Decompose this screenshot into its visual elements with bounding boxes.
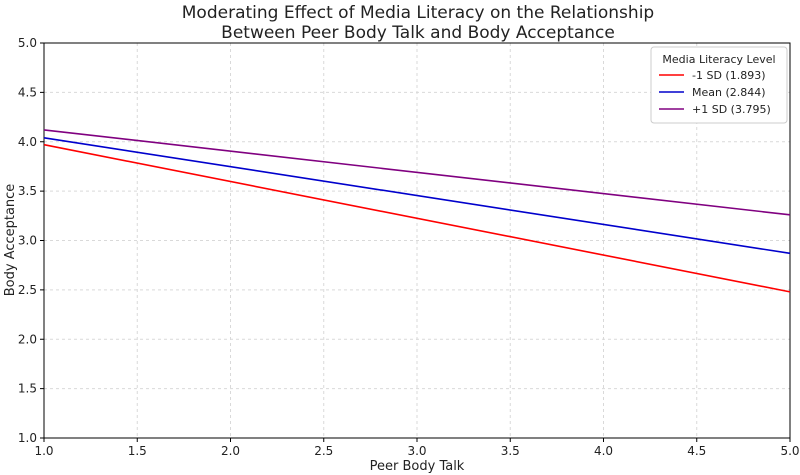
y-tick-label: 3.5 xyxy=(18,184,37,198)
chart-title: Moderating Effect of Media Literacy on t… xyxy=(182,3,654,43)
y-tick-label: 3.0 xyxy=(18,234,37,248)
legend-label-1: Mean (2.844) xyxy=(692,86,766,99)
x-tick-label: 1.0 xyxy=(34,444,53,458)
y-tick-label: 4.5 xyxy=(18,85,37,99)
legend-box xyxy=(650,46,788,124)
y-tick-label: 1.0 xyxy=(18,431,37,445)
x-tick-label: 3.5 xyxy=(501,444,520,458)
y-tick-label: 4.0 xyxy=(18,135,37,149)
legend-label-0: -1 SD (1.893) xyxy=(692,69,766,82)
chart-title-line-2: Between Peer Body Talk and Body Acceptan… xyxy=(221,23,615,43)
x-axis-ticks: 1.0 1.5 2.0 2.5 3.0 3.5 4.0 4.5 5.0 xyxy=(34,438,800,458)
x-tick-label: 4.5 xyxy=(687,444,706,458)
x-tick-label: 3.0 xyxy=(407,444,426,458)
y-tick-label: 5.0 xyxy=(18,36,37,50)
x-tick-label: 2.5 xyxy=(314,444,333,458)
chart-title-line-1: Moderating Effect of Media Literacy on t… xyxy=(182,3,654,23)
y-tick-label: 2.5 xyxy=(18,283,37,297)
y-axis-ticks: 1.0 1.5 2.0 2.5 3.0 3.5 4.0 4.5 5.0 xyxy=(18,36,44,445)
series-lines xyxy=(43,129,791,293)
legend-title: Media Literacy Level xyxy=(662,53,775,66)
x-tick-label: 5.0 xyxy=(780,444,799,458)
legend-label-2: +1 SD (3.795) xyxy=(692,103,771,116)
y-axis-label: Body Acceptance xyxy=(3,184,18,297)
x-tick-label: 4.0 xyxy=(594,444,613,458)
series-line-2 xyxy=(43,129,791,216)
x-tick-label: 2.0 xyxy=(221,444,240,458)
x-axis-label: Peer Body Talk xyxy=(370,459,465,474)
series-line-1 xyxy=(43,137,791,255)
y-tick-label: 1.5 xyxy=(18,382,37,396)
y-tick-label: 2.0 xyxy=(18,332,37,346)
series-line-0 xyxy=(43,143,791,293)
x-tick-label: 1.5 xyxy=(128,444,147,458)
legend-entries: -1 SD (1.893) Mean (2.844) +1 SD (3.795) xyxy=(659,69,771,116)
legend: Media Literacy Level -1 SD (1.893) Mean (… xyxy=(650,46,788,124)
